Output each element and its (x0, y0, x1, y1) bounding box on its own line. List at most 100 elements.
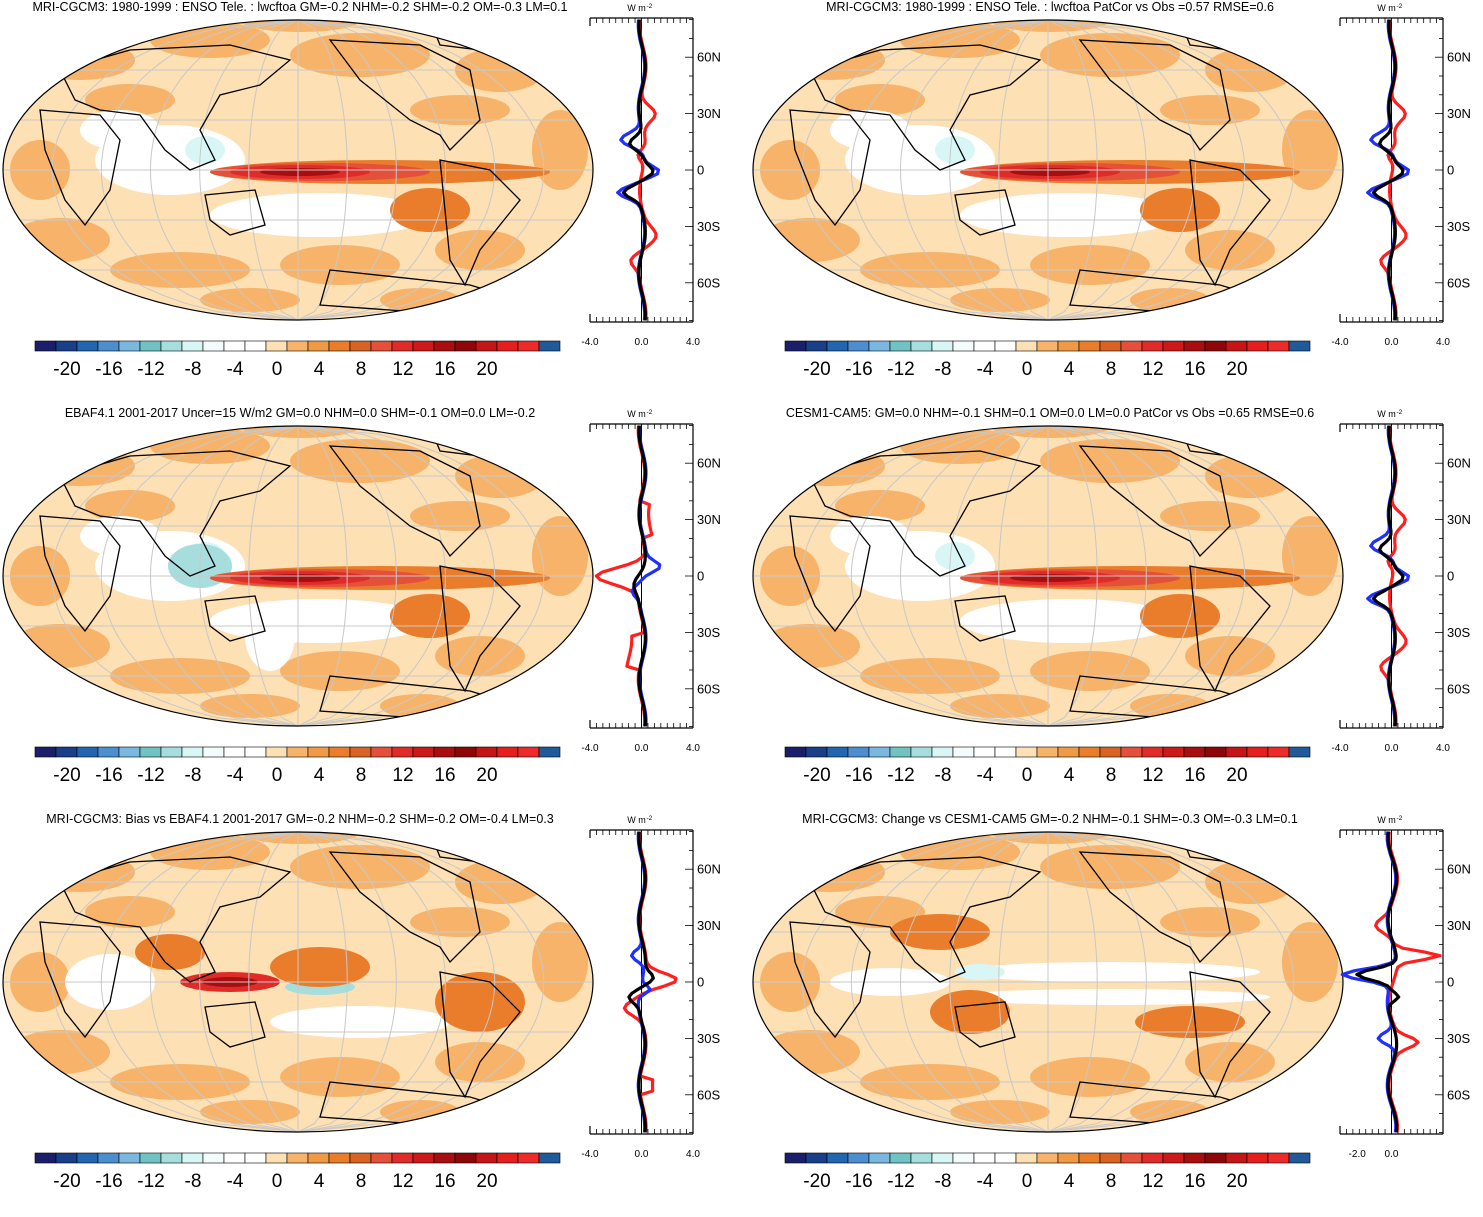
profile-lat-label: 0 (1447, 975, 1454, 990)
continent-outline (1078, 851, 1231, 964)
longitude-line (850, 19, 1049, 321)
longitude-line (801, 425, 1049, 727)
colorbar-swatch (307, 746, 330, 758)
colorbar-tick-label: 12 (1142, 359, 1163, 380)
colorbar-swatch (412, 1152, 435, 1164)
profile-x-label: -4.0 (581, 337, 599, 348)
colorbar-swatch (55, 1152, 78, 1164)
longitude-line (1047, 831, 1295, 1133)
profile-x-label: 4.0 (686, 743, 700, 754)
colorbar-swatch (805, 1152, 828, 1164)
profile-x-label: 0.0 (1385, 743, 1399, 754)
profile-lat-label: 0 (697, 569, 704, 584)
map-patch (240, 832, 360, 844)
map-patch (835, 490, 925, 522)
map-border (2, 831, 594, 1133)
colorbar-swatch (952, 746, 975, 758)
profile-lat-label: 30N (697, 918, 721, 933)
map-patch (1160, 95, 1260, 125)
colorbar-swatch (181, 1152, 204, 1164)
longitude-line (199, 19, 299, 321)
colorbar: -20 -16 -12 -8 -4 0 4 8 12 16 20 (34, 1152, 561, 1192)
colorbar-tick-label: -20 (803, 765, 830, 786)
colorbar-swatch (868, 746, 891, 758)
map-warm-zone (390, 188, 470, 232)
colorbar-swatch (349, 1152, 372, 1164)
profile-x-label: -4.0 (581, 1149, 599, 1160)
colorbar-tick-label: 8 (1106, 765, 1117, 786)
profile-x-label: -4.0 (1331, 743, 1349, 754)
colorbar-swatch (433, 746, 456, 758)
colorbar-swatch (391, 340, 414, 352)
longitude-line (297, 19, 545, 321)
profile-lat-label: 60S (1447, 275, 1470, 290)
colorbar-swatch (952, 1152, 975, 1164)
continent-outline (439, 565, 521, 693)
longitude-line (1047, 19, 1295, 321)
continent-outline (809, 450, 1042, 577)
panel-1: MRI-CGCM3: 1980-1999 : ENSO Tele. : lwcf… (0, 0, 741, 405)
map-patch (410, 907, 510, 937)
profile-x-label: 0.0 (635, 1149, 649, 1160)
map-patch (240, 426, 360, 438)
colorbar-tick-label: 0 (272, 765, 283, 786)
map-patch (1282, 516, 1338, 596)
colorbar-swatch (1267, 746, 1290, 758)
longitude-line (149, 425, 299, 727)
profile-lat-label: 60N (1447, 456, 1471, 471)
continent-outline (1189, 971, 1271, 1099)
colorbar-swatch (76, 746, 99, 758)
profile-x-label: 0.0 (1385, 1149, 1399, 1160)
colorbar-swatch (805, 340, 828, 352)
colorbar-swatch (1288, 1152, 1311, 1164)
map-patch (280, 651, 400, 691)
continent-outline (439, 971, 521, 1099)
map-title: MRI-CGCM3: 1980-1999 : ENSO Tele. : lwcf… (826, 0, 1274, 14)
colorbar-swatch (994, 746, 1017, 758)
colorbar-swatch (223, 340, 246, 352)
map-warm-zone (390, 594, 470, 638)
colorbar-tick-label: -16 (95, 1171, 122, 1192)
colorbar-swatch (97, 746, 120, 758)
longitude-line (297, 831, 545, 1133)
colorbar-tick-label: 20 (476, 765, 497, 786)
map-patch (760, 624, 860, 668)
colorbar-swatch (454, 746, 477, 758)
map-graticule (753, 19, 1343, 321)
colorbar-swatch (931, 746, 954, 758)
colorbar-swatch (1183, 1152, 1206, 1164)
map-patch (1160, 501, 1260, 531)
map-warm-zone (435, 972, 525, 1032)
map-patch (85, 896, 175, 928)
map-patch (1030, 245, 1150, 285)
longitude-line (949, 425, 1049, 727)
colorbar-swatch (139, 1152, 162, 1164)
continent-outline (59, 856, 292, 983)
continent-outline (328, 851, 481, 964)
colorbar-swatch (910, 340, 933, 352)
map-graticule (3, 425, 593, 727)
profile-unit-label: W m (627, 3, 646, 13)
colorbar-tick-label: 16 (1184, 1171, 1205, 1192)
map-patch (25, 40, 135, 80)
longitude-line (199, 831, 299, 1133)
map-white-zone (960, 599, 1180, 643)
longitude-line (998, 831, 1049, 1133)
map-patch (1030, 651, 1150, 691)
continent-outline (328, 39, 481, 152)
colorbar-swatch (868, 1152, 891, 1164)
colorbar-tick-label: 8 (1106, 1171, 1117, 1192)
colorbar-swatch (826, 340, 849, 352)
colorbar-swatch (889, 1152, 912, 1164)
coastlines (789, 20, 1273, 316)
profile-unit-exponent: -2 (1397, 3, 1403, 10)
map-patch (775, 40, 885, 80)
map-title: CESM1-CAM5: GM=0.0 NHM=-0.1 SHM=0.1 OM=0… (785, 406, 1315, 420)
colorbar-swatch (244, 746, 267, 758)
colorbar-swatch (1141, 1152, 1164, 1164)
map-field (3, 426, 593, 726)
longitude-line (998, 425, 1049, 727)
map-title: EBAF4.1 2001-2017 Uncer=15 W/m2 GM=0.0 N… (64, 406, 536, 420)
map-patch (990, 426, 1110, 438)
